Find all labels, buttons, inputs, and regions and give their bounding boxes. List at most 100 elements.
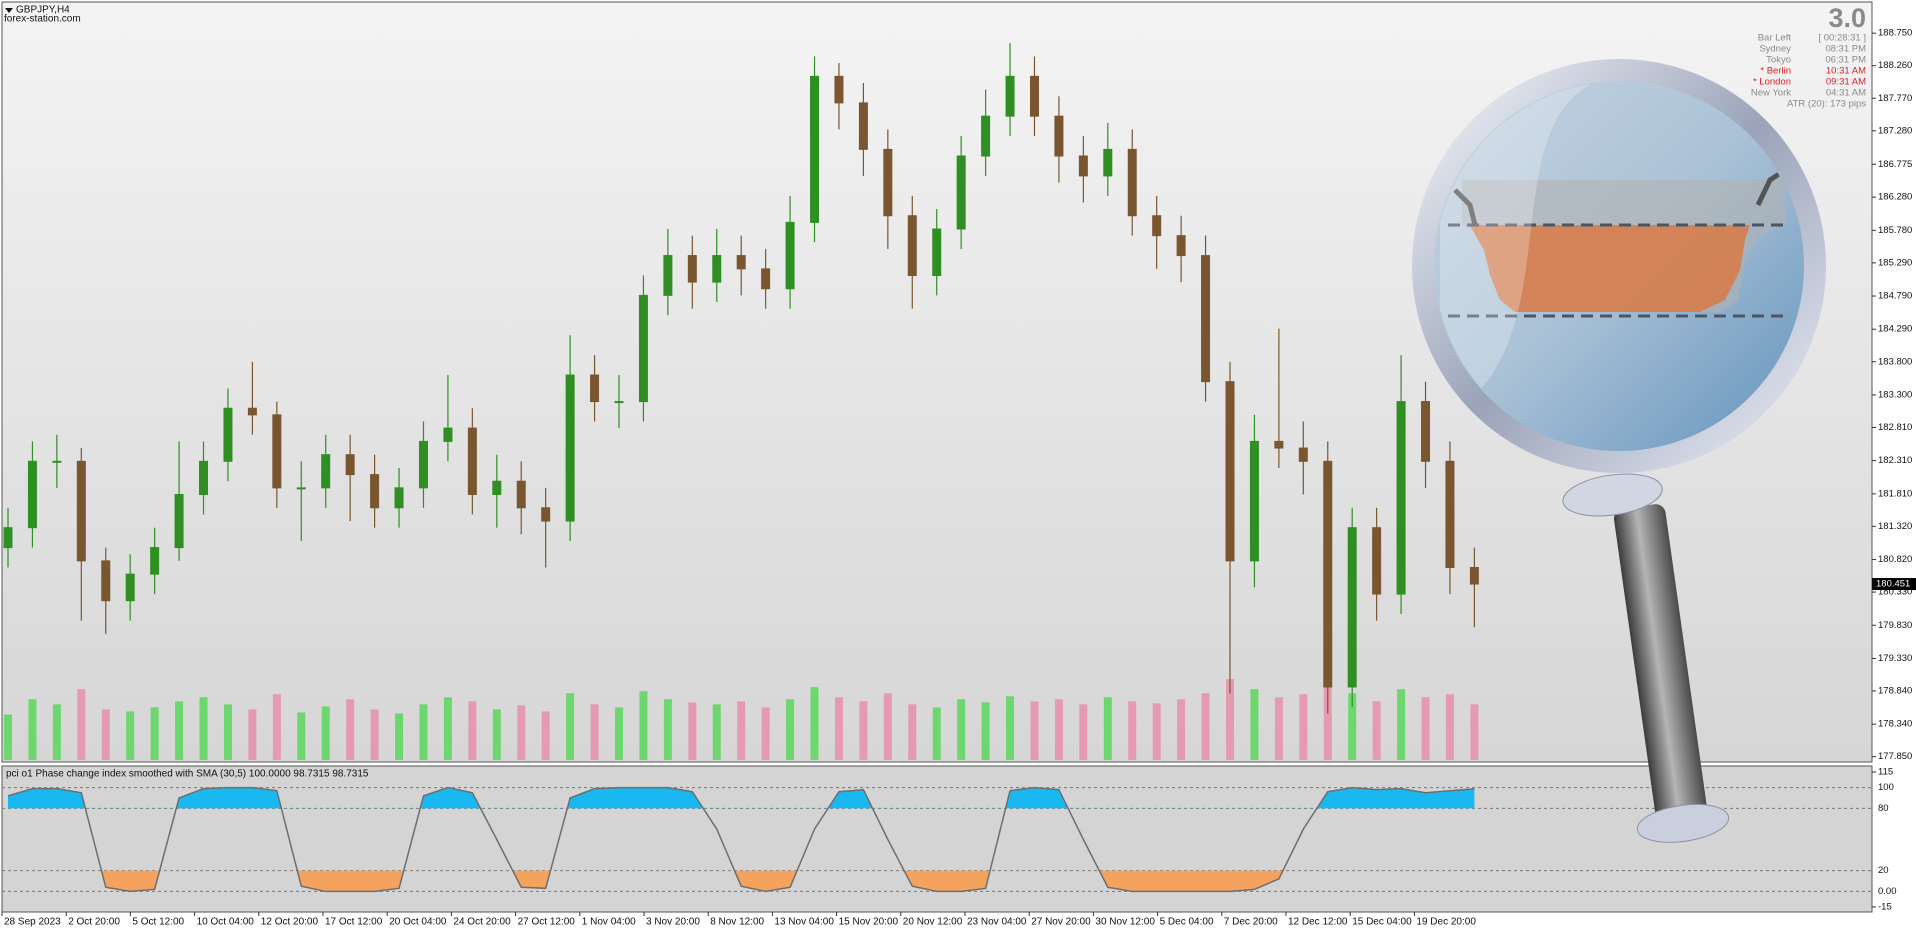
volume-bar [150, 707, 159, 760]
info-label: Tokyo [1766, 55, 1791, 66]
x-tick-label: 24 Oct 20:00 [453, 917, 511, 928]
x-tick-label: 15 Dec 04:00 [1352, 917, 1412, 928]
handle-collar [1562, 473, 1663, 517]
volume-bar [1274, 697, 1283, 760]
y-tick-label: 20 [1878, 865, 1889, 876]
x-tick-label: 27 Oct 12:00 [518, 917, 576, 928]
candle-body [52, 460, 62, 463]
volume-bar [492, 709, 501, 760]
info-value: [ 00:28:31 ] [1818, 33, 1866, 44]
price-tag: 180.451 [1876, 579, 1910, 590]
volume-bar [1054, 699, 1063, 760]
volume-bar [1152, 703, 1161, 760]
y-tick-label: 185.780 [1878, 225, 1912, 236]
candle-body [345, 454, 355, 476]
volume-bar [1348, 693, 1357, 760]
candle-body [150, 547, 160, 575]
volume-bar [77, 689, 86, 760]
volume-bar [1470, 704, 1479, 760]
y-tick-label: 182.810 [1878, 422, 1912, 433]
candle-body [810, 75, 820, 223]
volume-bar [639, 691, 648, 760]
info-value: 08:31 PM [1825, 44, 1866, 55]
volume-bar [1226, 679, 1234, 760]
candle-body [1152, 215, 1162, 237]
candle-body [272, 414, 282, 489]
y-tick-label: 178.840 [1878, 685, 1912, 696]
menu-arrow [5, 8, 13, 13]
volume-bar [517, 705, 526, 760]
x-tick-label: 12 Dec 12:00 [1288, 917, 1348, 928]
candle-body [174, 494, 184, 549]
y-tick-label: 181.320 [1878, 521, 1912, 532]
volume-bar [1177, 699, 1186, 760]
candle-body [1225, 381, 1235, 562]
candle-body [1005, 75, 1015, 117]
x-tick-label: 5 Dec 04:00 [1160, 917, 1214, 928]
x-tick-label: 28 Sep 2023 [4, 917, 61, 928]
candle-body [1421, 401, 1431, 462]
volume-bar [590, 704, 599, 760]
candle-body [1396, 401, 1406, 595]
volume-bar [52, 704, 61, 760]
candle-body [1029, 75, 1039, 117]
candle-body [1103, 148, 1113, 177]
candle-body [590, 374, 600, 403]
x-tick-label: 17 Oct 12:00 [325, 917, 383, 928]
volume-bar [566, 693, 575, 760]
candle-body [1176, 235, 1186, 257]
x-tick-label: 10 Oct 04:00 [197, 917, 255, 928]
y-tick-label: 183.800 [1878, 356, 1912, 367]
candle-body [565, 374, 575, 522]
y-tick-label: 188.260 [1878, 60, 1912, 71]
candle-body [223, 407, 233, 462]
candle-body [199, 460, 209, 496]
volume-bar [1421, 697, 1430, 760]
magnifier [1412, 59, 1826, 843]
x-tick-label: 23 Nov 04:00 [967, 917, 1027, 928]
candle-body [1323, 460, 1333, 688]
volume-bar [663, 699, 672, 760]
volume-bar [883, 693, 892, 760]
volume-bar [199, 697, 208, 760]
candle-body [394, 487, 404, 509]
volume-bar [175, 701, 184, 760]
info-value: 06:31 PM [1825, 55, 1866, 66]
info-label: * Berlin [1760, 66, 1791, 77]
candle-body [516, 480, 526, 509]
volume-bar [834, 697, 843, 760]
volume-bar [419, 704, 428, 760]
y-tick-label: 186.775 [1878, 159, 1912, 170]
candle-body [907, 215, 917, 276]
x-tick-label: 1 Nov 04:00 [582, 917, 636, 928]
x-tick-label: 5 Oct 12:00 [132, 917, 184, 928]
x-tick-label: 7 Dec 20:00 [1224, 917, 1278, 928]
indicator-title: pci o1 Phase change index smoothed with … [6, 769, 369, 780]
candle-body [785, 221, 795, 290]
price-tag-box [1872, 578, 1916, 591]
atr: ATR (20): 173 pips [1787, 99, 1866, 110]
handle-cap [1636, 803, 1730, 843]
y-tick-label: 80 [1878, 803, 1889, 814]
y-tick-label: 188.750 [1878, 28, 1912, 39]
x-tick-label: 12 Oct 20:00 [261, 917, 319, 928]
volume-bar [321, 706, 330, 760]
info-value: 04:31 AM [1826, 88, 1866, 99]
y-tick-label: 180.330 [1878, 587, 1912, 598]
candle-body [370, 474, 380, 509]
candle-body [1201, 255, 1211, 383]
volume-bar [468, 701, 477, 760]
candle-body [1249, 440, 1259, 562]
candle-body [736, 255, 746, 270]
candle-body [541, 507, 551, 522]
y-tick-label: 182.310 [1878, 455, 1912, 466]
volume-bar [761, 707, 770, 760]
y-tick-label: 179.830 [1878, 620, 1912, 631]
candle-body [443, 427, 453, 442]
info-big: 3.0 [1828, 3, 1866, 33]
y-tick-label: 187.280 [1878, 125, 1912, 136]
candle-body [321, 454, 331, 489]
x-tick-label: 13 Nov 04:00 [774, 917, 834, 928]
volume-bar [737, 701, 746, 760]
